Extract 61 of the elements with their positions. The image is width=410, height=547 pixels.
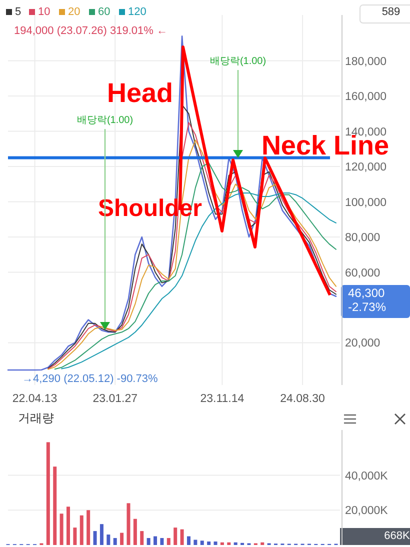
bar xyxy=(194,540,198,545)
line-series xyxy=(61,192,336,370)
y-tick-label: 20,000K xyxy=(345,505,388,518)
legend-label: 5 xyxy=(15,6,22,18)
bar xyxy=(174,528,178,545)
bar xyxy=(180,529,184,545)
bar xyxy=(166,538,170,545)
x-tick-label: 22.04.13 xyxy=(12,393,58,405)
legend-label: 60 xyxy=(98,6,110,18)
bar xyxy=(133,518,137,545)
bar xyxy=(93,531,97,545)
bar xyxy=(46,442,50,545)
bar xyxy=(113,538,117,545)
bar xyxy=(160,538,164,545)
text: -2.73% xyxy=(348,300,386,314)
x-tick-label: 24.08.30 xyxy=(280,393,325,405)
bar xyxy=(220,542,224,545)
chart-title: 거래량 xyxy=(18,411,54,425)
bar xyxy=(66,506,70,545)
legend-label: 120 xyxy=(128,6,146,18)
y-tick-label: 80,000 xyxy=(345,232,380,244)
annotation: 194,000 (23.07.26) 319.01% ← xyxy=(14,25,168,37)
annotation: 배당락(1.00) xyxy=(210,56,266,67)
y-tick-label: 140,000 xyxy=(345,126,387,138)
bar xyxy=(146,538,150,545)
annotation: 배당락(1.00) xyxy=(76,115,134,126)
bar xyxy=(126,503,130,545)
bar xyxy=(140,531,144,545)
bar xyxy=(106,534,110,545)
bar xyxy=(120,532,124,545)
y-tick-label: 40,000K xyxy=(345,470,388,482)
text: 46,300 xyxy=(348,286,386,300)
bar xyxy=(154,536,158,545)
bar xyxy=(186,536,190,545)
bar xyxy=(260,542,264,545)
x-tick-label: 23.01.27 xyxy=(92,393,138,405)
y-tick-label: 100,000 xyxy=(345,196,387,209)
y-tick-label: 20,000 xyxy=(345,338,380,350)
y-tick-label: 120,000 xyxy=(345,162,387,174)
bar xyxy=(100,524,104,545)
text: 589 xyxy=(382,6,400,18)
y-tick-label: 180,000 xyxy=(345,56,387,68)
bar xyxy=(86,510,90,545)
y-tick-label: 60,000 xyxy=(345,267,380,280)
line-series xyxy=(7,35,337,371)
y-tick-label: 160,000 xyxy=(345,91,387,104)
bar xyxy=(227,542,231,545)
text: 668K xyxy=(384,530,410,542)
bar xyxy=(53,466,57,545)
bar xyxy=(214,542,218,545)
legend-label: 10 xyxy=(38,6,50,18)
bar xyxy=(234,542,238,545)
x-tick-label: 23.11.14 xyxy=(200,393,245,405)
legend-label: 20 xyxy=(68,6,80,18)
annotation: Head xyxy=(106,78,174,108)
bar xyxy=(207,542,211,545)
bar xyxy=(80,515,84,545)
bar xyxy=(73,528,77,545)
bar xyxy=(60,514,64,545)
bar xyxy=(200,540,204,545)
annotation: →4,290 (22.05.12) -90.73% xyxy=(22,373,158,385)
